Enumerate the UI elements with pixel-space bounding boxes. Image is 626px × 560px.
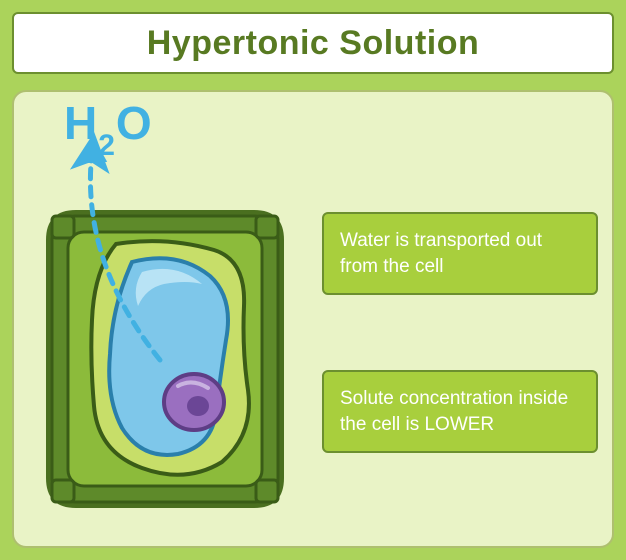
h2o-sub: 2: [98, 129, 116, 162]
nucleolus: [187, 396, 209, 416]
title-bar: Hypertonic Solution: [12, 12, 614, 74]
h2o-prefix: H: [64, 97, 98, 149]
callout-water-transport: Water is transported out from the cell: [322, 212, 598, 295]
callout-solute-concentration: Solute concentration inside the cell is …: [322, 370, 598, 453]
diagram-canvas: Hypertonic Solution H2O: [0, 0, 626, 560]
h2o-suffix: O: [116, 97, 153, 149]
callout-text: Solute concentration inside the cell is …: [340, 388, 568, 435]
h2o-label: H2O: [64, 96, 153, 157]
callout-text: Water is transported out from the cell: [340, 230, 542, 277]
title-text: Hypertonic Solution: [147, 24, 480, 63]
plant-cell: [46, 210, 284, 508]
plant-cell-svg: [46, 210, 284, 508]
